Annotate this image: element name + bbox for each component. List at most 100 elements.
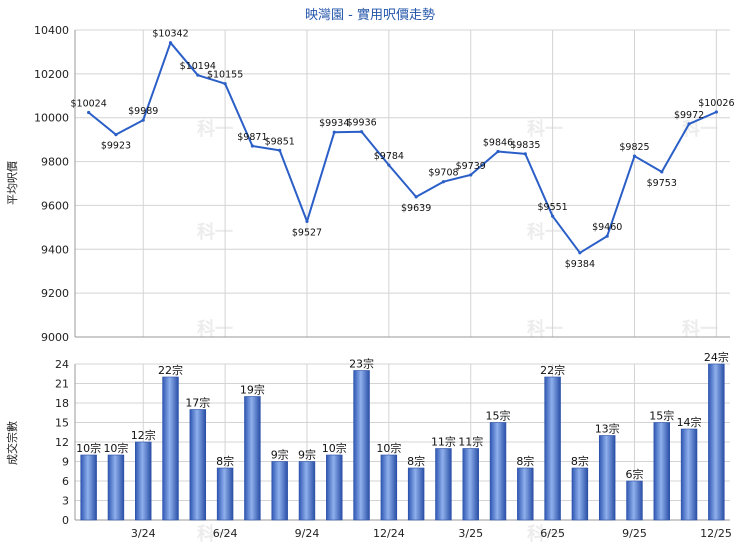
price-line bbox=[87, 41, 717, 254]
price-data-label: $10024 bbox=[71, 98, 107, 109]
x-tick-label: 6/25 bbox=[540, 527, 565, 540]
price-point bbox=[632, 154, 637, 158]
volume-data-label: 10宗 bbox=[322, 441, 347, 455]
volume-data-label: 17宗 bbox=[185, 396, 210, 410]
watermark-text: 科一 bbox=[197, 523, 233, 545]
price-point bbox=[687, 122, 691, 126]
volume-data-label: 10宗 bbox=[103, 441, 128, 455]
volume-data-label: 12宗 bbox=[131, 428, 156, 442]
price-point bbox=[332, 130, 336, 134]
price-data-label: $9846 bbox=[483, 137, 513, 148]
volume-bar bbox=[326, 454, 343, 521]
price-point bbox=[441, 180, 446, 184]
price-data-label: $9639 bbox=[401, 203, 431, 214]
price-point bbox=[223, 82, 227, 86]
line-chart-y-axis-label: 平均呎價 bbox=[5, 161, 19, 205]
volume-bar-layer bbox=[80, 363, 725, 521]
volume-data-label: 9宗 bbox=[298, 448, 316, 462]
y-tick-label: 12 bbox=[55, 436, 69, 449]
volume-data-label: 8宗 bbox=[216, 454, 234, 468]
volume-bar bbox=[462, 448, 479, 521]
price-data-label: $9384 bbox=[565, 259, 595, 270]
volume-data-label: 24宗 bbox=[704, 350, 729, 364]
volume-data-label: 23宗 bbox=[349, 357, 374, 371]
line-chart-grid bbox=[74, 29, 730, 338]
volume-data-label: 14宗 bbox=[677, 415, 702, 429]
volume-data-label: 15宗 bbox=[649, 409, 674, 423]
bar-chart-x-ticks: 3/24 6/24 9/24 12/24 3/25 6/25 9/25 12/25 bbox=[131, 527, 732, 540]
watermark-text: 科一 bbox=[682, 318, 718, 340]
y-tick-label: 9200 bbox=[41, 287, 69, 300]
volume-bar bbox=[489, 422, 507, 521]
volume-bar bbox=[298, 461, 316, 521]
price-data-label: $9835 bbox=[510, 140, 540, 151]
volume-data-label: 22宗 bbox=[540, 363, 565, 377]
volume-data-label: 8宗 bbox=[571, 454, 589, 468]
price-data-label: $9825 bbox=[619, 142, 649, 153]
volume-data-label: 10宗 bbox=[376, 441, 401, 455]
volume-bar bbox=[544, 376, 561, 521]
y-tick-label: 10400 bbox=[34, 24, 69, 37]
y-tick-label: 3 bbox=[62, 495, 69, 508]
volume-bar bbox=[435, 448, 452, 521]
x-tick-label: 3/24 bbox=[131, 527, 156, 540]
x-tick-label: 12/24 bbox=[373, 527, 405, 540]
y-tick-label: 18 bbox=[55, 397, 69, 410]
y-tick-label: 6 bbox=[62, 475, 69, 488]
watermark-text: 科一 bbox=[197, 118, 233, 140]
price-label-layer: $10024$9923$9989$10342$10194$10155$9871$… bbox=[71, 29, 735, 270]
price-point bbox=[605, 234, 609, 238]
bar-chart-grid bbox=[74, 363, 730, 521]
volume-bar bbox=[80, 454, 97, 521]
volume-data-label: 8宗 bbox=[516, 454, 534, 468]
volume-bar bbox=[380, 454, 398, 521]
price-point bbox=[359, 130, 364, 134]
price-data-label: $9871 bbox=[237, 132, 267, 143]
volume-bar bbox=[162, 376, 179, 521]
price-point bbox=[660, 170, 664, 174]
x-tick-label: 6/24 bbox=[213, 527, 238, 540]
volume-bar bbox=[244, 396, 261, 521]
price-point bbox=[469, 173, 473, 177]
price-data-label: $10026 bbox=[698, 98, 734, 109]
price-point bbox=[551, 214, 555, 218]
price-point bbox=[87, 110, 91, 115]
x-tick-label: 9/25 bbox=[622, 527, 647, 540]
price-data-label: $9989 bbox=[128, 106, 158, 117]
y-tick-label: 10000 bbox=[34, 112, 69, 125]
volume-bar bbox=[653, 422, 670, 521]
price-point bbox=[141, 118, 145, 122]
bottom-watermark-group: 科一 科一 bbox=[197, 523, 563, 545]
price-point bbox=[250, 144, 254, 148]
bar-chart-y-ticks: 0 3 6 9 12 15 18 21 24 bbox=[55, 358, 69, 527]
y-tick-label: 21 bbox=[55, 378, 69, 391]
watermark-text: 科一 bbox=[527, 118, 563, 140]
volume-data-label: 6宗 bbox=[625, 467, 643, 481]
y-tick-label: 24 bbox=[55, 358, 69, 371]
x-tick-label: 12/25 bbox=[700, 527, 732, 540]
price-point bbox=[714, 110, 718, 114]
price-data-label: $9972 bbox=[674, 110, 704, 121]
y-tick-label: 9600 bbox=[41, 199, 69, 212]
watermark-text: 科一 bbox=[527, 221, 563, 243]
price-data-label: $9739 bbox=[456, 161, 486, 172]
y-tick-label: 15 bbox=[55, 417, 69, 430]
price-data-label: $9527 bbox=[292, 227, 322, 238]
watermark-text: 科一 bbox=[682, 118, 718, 140]
y-tick-label: 9000 bbox=[41, 331, 69, 344]
y-tick-label: 0 bbox=[62, 514, 69, 527]
price-point bbox=[496, 149, 500, 154]
volume-data-label: 15宗 bbox=[486, 409, 511, 423]
watermark-text: 科一 bbox=[197, 221, 233, 243]
volume-bar bbox=[626, 480, 643, 521]
price-point bbox=[523, 152, 527, 156]
volume-data-label: 13宗 bbox=[595, 422, 620, 436]
volume-data-label: 8宗 bbox=[407, 454, 425, 468]
y-tick-label: 10200 bbox=[34, 68, 69, 81]
y-tick-label: 9400 bbox=[41, 243, 69, 256]
line-chart-y-ticks: 9000 9200 9400 9600 9800 10000 10200 10400 bbox=[34, 24, 69, 344]
price-point bbox=[278, 148, 282, 152]
volume-bar bbox=[517, 467, 534, 521]
y-tick-label: 9800 bbox=[41, 156, 69, 169]
